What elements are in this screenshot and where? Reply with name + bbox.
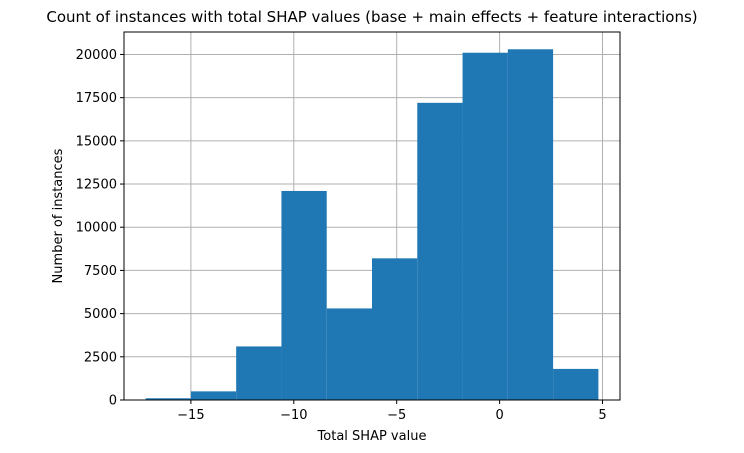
histogram-bar — [553, 368, 599, 400]
x-tick-label: −5 — [387, 408, 406, 423]
x-tick-label: −15 — [177, 408, 204, 423]
y-tick-label: 0 — [109, 394, 117, 409]
chart-title: Count of instances with total SHAP value… — [46, 8, 697, 26]
histogram-bar — [462, 52, 508, 401]
y-axis-label: Number of instances — [51, 148, 66, 283]
y-tick-label: 5000 — [84, 307, 117, 322]
x-axis-label: Total SHAP value — [317, 429, 427, 444]
y-tick-label: 17500 — [76, 91, 117, 106]
x-tick-label: 5 — [598, 408, 606, 423]
x-tick-label: −10 — [280, 408, 307, 423]
y-axis-ticks: 0 2500 5000 7500 10000 12500 15000 17500 20000 — [76, 48, 124, 409]
x-tick-label: 0 — [495, 408, 503, 423]
histogram-bar — [281, 190, 327, 400]
y-tick-label: 12500 — [76, 178, 117, 193]
histogram-bars — [145, 49, 599, 401]
y-tick-label: 10000 — [76, 221, 117, 236]
y-tick-label: 2500 — [84, 350, 117, 365]
y-tick-label: 15000 — [76, 134, 117, 149]
y-tick-label: 20000 — [76, 48, 117, 63]
histogram-bar — [417, 102, 463, 400]
histogram-bar — [145, 398, 191, 400]
histogram-bar — [507, 49, 554, 400]
histogram-bar — [372, 258, 418, 400]
histogram-bar — [236, 346, 282, 400]
plot-frame — [123, 31, 621, 401]
y-tick-label: 7500 — [84, 264, 117, 279]
histogram-bar — [326, 308, 372, 400]
x-axis-ticks: −15 −10 −5 0 5 — [177, 400, 607, 423]
histogram-bar — [190, 391, 237, 400]
